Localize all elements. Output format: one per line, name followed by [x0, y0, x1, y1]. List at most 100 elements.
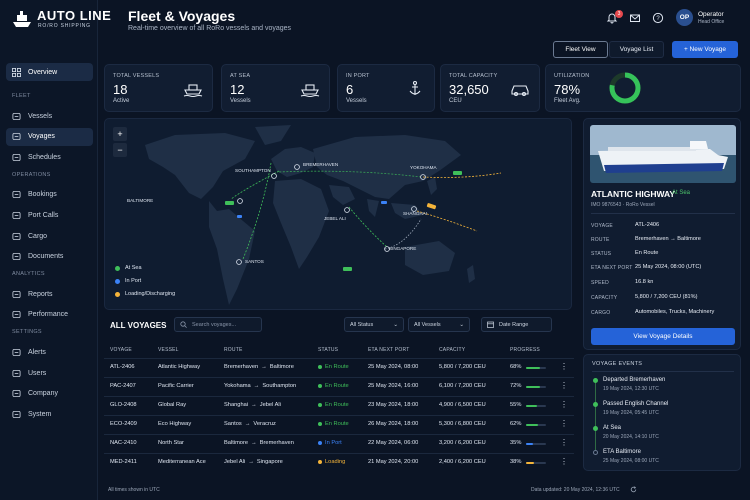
avatar[interactable]: OP [676, 9, 693, 26]
voyages-table-card: ALL VOYAGES Search voyages... All Status… [104, 312, 574, 484]
sidebar-item-label: Bookings [28, 191, 57, 199]
vessel-markers [225, 171, 462, 271]
kpi-card-total-vessels: TOTAL VESSELS 18 Active [104, 64, 213, 112]
port-label: YOKOHAMA [410, 165, 437, 170]
zoom-in-button[interactable]: + [113, 127, 127, 141]
vessel-name: Pacific Carrier [158, 383, 194, 389]
sidebar-item-cargo[interactable]: Cargo [6, 227, 93, 245]
more-options-icon[interactable]: ⋮ [560, 419, 568, 428]
more-options-icon[interactable]: ⋮ [560, 381, 568, 390]
status-text: En Route [325, 383, 349, 389]
sidebar-item-label: Documents [28, 253, 64, 261]
route-to: Southampton [262, 383, 297, 389]
route-from: Shanghai [224, 402, 249, 408]
vessel-filter-value: All Vessels [414, 321, 441, 328]
view-voyage-details-button[interactable]: View Voyage Details [591, 328, 735, 345]
status-filter[interactable]: All Status ⌄ [344, 317, 404, 332]
date-range-value: Date Range [499, 321, 529, 328]
progress-fill [526, 462, 534, 464]
more-options-icon[interactable]: ⋮ [560, 400, 568, 409]
chevron-down-icon: ⌄ [459, 321, 464, 328]
sidebar-item-voyages[interactable]: Voyages [6, 127, 93, 146]
ship-logo-icon [13, 11, 31, 27]
sidebar-item-overview[interactable]: Overview [6, 63, 93, 81]
event-title: At Sea [603, 425, 622, 431]
bell-icon [12, 348, 21, 356]
more-options-icon[interactable]: ⋮ [560, 457, 568, 466]
legend-dot [115, 278, 120, 284]
kpi-sub: Vessels [230, 98, 251, 104]
sidebar-item-documents[interactable]: Documents [6, 248, 93, 266]
capacity: 4,900 / 6,500 CEU [439, 402, 486, 408]
kpi-sub: Active [113, 98, 130, 104]
table-row[interactable]: NAC-2410 North Star Baltimore → Bremerhaven I… [104, 434, 574, 452]
kpi-card-in-port: IN PORT 6 Vessels [337, 64, 435, 112]
detail-label: CAPACITY [591, 295, 618, 301]
sidebar-item-bookings[interactable]: Bookings [6, 186, 93, 204]
brand-logo[interactable]: AUTO LINE RO/RO SHIPPING [10, 8, 111, 34]
progress-fill [526, 443, 533, 445]
voyage-id: GLO-2408 [110, 402, 137, 408]
event-time: 20 May 2024, 14:10 UTC [603, 434, 659, 440]
kpi-value: 6 [346, 82, 354, 97]
car-icon [511, 85, 529, 97]
progress-bar [526, 443, 546, 445]
chart-icon [12, 311, 21, 319]
kpi-label: TOTAL VESSELS [113, 73, 160, 79]
new-voyage-button[interactable]: + New Voyage [672, 41, 738, 58]
fleet-map[interactable]: + − SOUTHAMPTON BREMERHAVEN YOKOHAMA BAL… [104, 118, 572, 310]
bell-icon[interactable] [606, 12, 618, 24]
anchor-icon [12, 211, 21, 219]
table-row[interactable]: MED-2411 Mediterranean Ace Jebel Ali → Singa… [104, 453, 574, 471]
eta: 26 May 2024, 18:00 [368, 421, 419, 427]
legend-label: Loading/Discharging [125, 291, 176, 297]
capacity: 3,200 / 6,200 CEU [439, 440, 486, 446]
progress-fill [526, 386, 541, 388]
arrow-right-icon: → [251, 440, 257, 446]
help-icon[interactable]: ? [652, 12, 664, 24]
zoom-out-button[interactable]: − [113, 143, 127, 157]
search-voyages-input[interactable]: Search voyages... [174, 317, 262, 332]
calendar-icon [487, 321, 494, 328]
voyage-list-button[interactable]: Voyage List [609, 41, 664, 58]
sidebar-item-vessels[interactable]: Vessels [6, 107, 93, 125]
table-row[interactable]: PAC-2407 Pacific Carrier Yokohama → Southamp… [104, 377, 574, 395]
route-to: Bremerhaven [259, 440, 294, 446]
sidebar-item-reports[interactable]: Reports [6, 285, 93, 303]
table-row[interactable]: ATL-2406 Atlantic Highway Bremerhaven → Balt… [104, 358, 574, 376]
capacity: 2,400 / 6,200 CEU [439, 459, 486, 465]
port-label: SANTOS [245, 259, 264, 264]
sidebar-item-port-calls[interactable]: Port Calls [6, 206, 93, 224]
search-placeholder: Search voyages... [192, 321, 237, 328]
kpi-card-total-capacity: TOTAL CAPACITY 32,650 CEU [440, 64, 540, 112]
more-options-icon[interactable]: ⋮ [560, 362, 568, 371]
building-icon [12, 390, 21, 398]
report-icon [12, 290, 21, 298]
column-header: VESSEL [158, 347, 179, 353]
table-row[interactable]: GLO-2408 Global Ray Shanghai → Jebel Ali En R… [104, 396, 574, 414]
refresh-icon[interactable] [630, 486, 637, 493]
sidebar-item-users[interactable]: Users [6, 364, 93, 382]
page-subtitle: Real-time overview of all RoRo vessels a… [128, 25, 292, 32]
date-range-filter[interactable]: Date Range [481, 317, 552, 332]
gear-icon [12, 410, 21, 418]
ship-illustration [590, 125, 736, 183]
progress-bar [526, 462, 546, 464]
fleet-view-button[interactable]: Fleet View [553, 41, 608, 58]
more-options-icon[interactable]: ⋮ [560, 438, 568, 447]
sidebar-item-performance[interactable]: Performance [6, 306, 93, 324]
sidebar-item-schedules[interactable]: Schedules [6, 148, 93, 166]
sidebar-item-alerts[interactable]: Alerts [6, 343, 93, 361]
vessel-photo [590, 125, 736, 183]
voyage-id: MED-2411 [110, 459, 137, 465]
table-row[interactable]: ECO-2409 Eco Highway Santos → Veracruz En Rou… [104, 415, 574, 433]
route: Baltimore → Bremerhaven [224, 440, 294, 446]
sidebar-item-company[interactable]: Company [6, 385, 93, 403]
detail-label: ETA NEXT PORT [591, 265, 633, 271]
status-dot [318, 365, 322, 369]
status-badge: En Route [318, 402, 349, 408]
sidebar-item-system[interactable]: System [6, 405, 93, 423]
mail-icon[interactable] [629, 12, 641, 24]
vessel-filter[interactable]: All Vessels ⌄ [408, 317, 470, 332]
timeline-dot [593, 402, 598, 407]
